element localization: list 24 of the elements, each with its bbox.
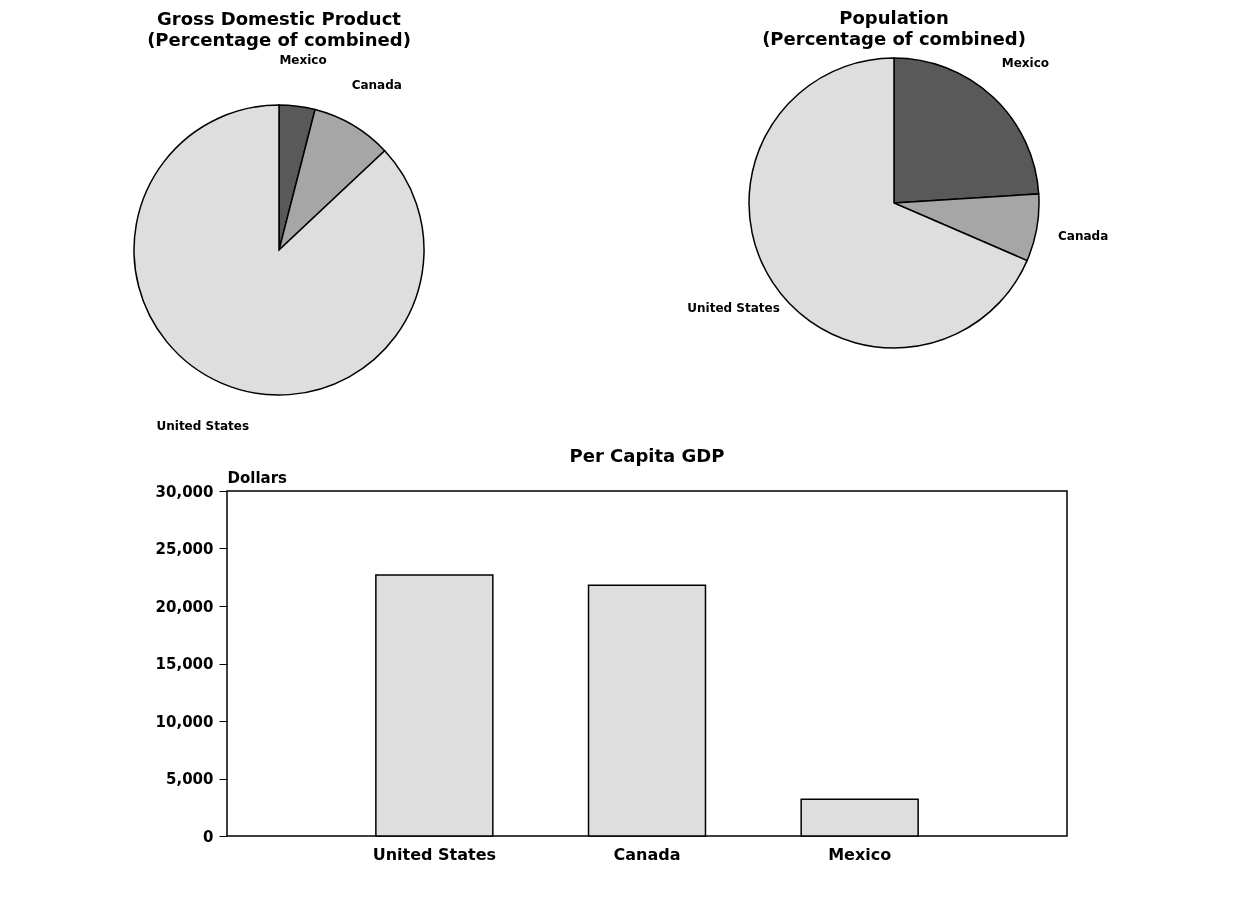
chart-subtitle: (Percentage of combined): [147, 28, 411, 50]
x-tick-label: United States: [372, 844, 497, 864]
y-tick-label: 30,000: [155, 482, 214, 501]
x-tick-label: Mexico: [828, 844, 892, 864]
chart-title: Gross Domestic Product: [157, 7, 402, 29]
y-axis-title: Dollars: [227, 468, 288, 487]
chart-subtitle: (Percentage of combined): [762, 28, 1026, 49]
slice-label: United States: [687, 301, 780, 316]
y-tick-label: 0: [203, 827, 214, 846]
slice-label: Mexico: [279, 52, 327, 67]
y-tick-label: 25,000: [155, 540, 214, 558]
slice-label: Mexico: [1001, 56, 1050, 71]
chart-title: Population: [839, 7, 949, 28]
pie-slice: [278, 108, 386, 251]
slice-label: Canada: [351, 77, 402, 92]
pie-slice: [133, 104, 425, 396]
y-tick-label: 20,000: [155, 597, 214, 616]
slice-label: United States: [156, 419, 250, 434]
y-tick-label: 15,000: [155, 655, 214, 673]
y-tick-label: 5,000: [166, 770, 214, 788]
slice-label: Canada: [1058, 229, 1109, 244]
chart-title: Per Capita GDP: [569, 445, 725, 466]
y-tick-label: 10,000: [155, 712, 214, 731]
x-tick-label: Canada: [613, 844, 681, 864]
